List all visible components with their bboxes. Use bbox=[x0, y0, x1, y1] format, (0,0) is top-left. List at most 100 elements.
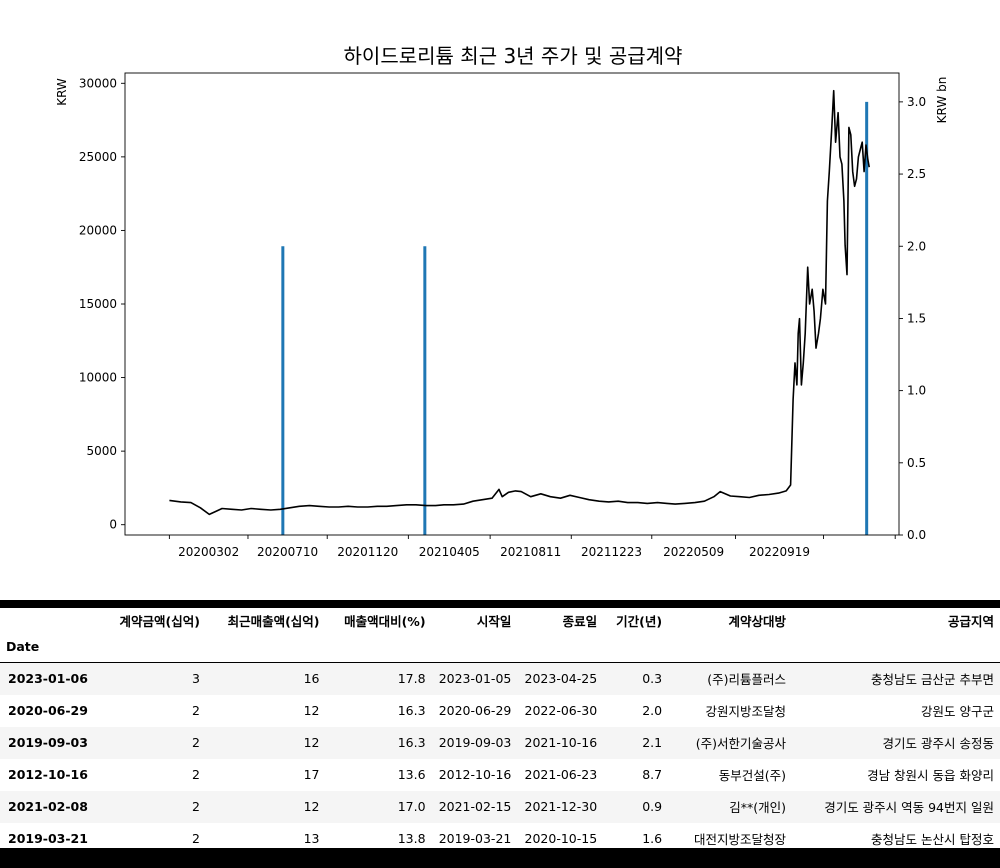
y-left-tick-label: 20000 bbox=[79, 223, 117, 237]
x-tick-label: 20210811 bbox=[500, 545, 561, 559]
row-date: 2020-06-29 bbox=[8, 703, 88, 718]
table-cell: 2021-12-30 bbox=[524, 799, 598, 814]
table-cell: 2023-01-05 bbox=[438, 671, 512, 687]
table-cell: 강원지방조달청 bbox=[705, 704, 786, 719]
table-header-blank bbox=[0, 608, 94, 630]
table-cell: 17 bbox=[303, 767, 320, 782]
y-axis-label-left: KRW bbox=[55, 78, 69, 106]
table-cell: 3 bbox=[191, 671, 200, 687]
table-header-cell: 매출액대비(%) bbox=[344, 613, 426, 629]
chart-title: 하이드로리튬 최근 3년 주가 및 공급계약 bbox=[344, 44, 683, 68]
y-right-tick-label: 0.0 bbox=[907, 528, 926, 542]
table-cell: 17.0 bbox=[397, 799, 426, 814]
row-date: 2019-09-03 bbox=[8, 735, 88, 750]
y-right-tick-label: 1.0 bbox=[907, 384, 926, 398]
table-header-cell: 공급지역 bbox=[947, 613, 994, 629]
table-cell: (주)서한기술공사 bbox=[695, 736, 786, 751]
x-tick-label: 20220509 bbox=[663, 545, 724, 559]
table-row: 2019-03-21 2 13 13.8 2019-03-21 2020-10-15 1.6… bbox=[0, 822, 1000, 848]
table-cell: 김**(개인) bbox=[729, 800, 786, 815]
table-index-spacer bbox=[517, 630, 604, 663]
table-cell: 충청남도 논산시 탑정호 bbox=[871, 832, 994, 847]
table-cell: 13 bbox=[303, 831, 320, 846]
y-axis-label-right: KRW bn bbox=[935, 77, 949, 124]
row-date: 2019-03-21 bbox=[8, 831, 88, 846]
y-left-tick-label: 10000 bbox=[79, 371, 117, 385]
table-index-spacer bbox=[431, 630, 518, 663]
y-right-tick-label: 0.5 bbox=[907, 456, 926, 470]
table-cell: (주)리튬플러스 bbox=[707, 672, 786, 688]
contracts-table-panel: 계약금액(십억) 최근매출액(십억) 매출액대비(%) 시작일 종료일 기간(년) 계약상대… bbox=[0, 608, 1000, 848]
contract-bar bbox=[865, 101, 869, 535]
table-cell: 16.3 bbox=[397, 703, 426, 718]
row-date: 2012-10-16 bbox=[8, 767, 88, 782]
x-tick-label: 20210405 bbox=[419, 545, 480, 559]
table-index-spacer bbox=[668, 630, 792, 663]
contract-bar bbox=[423, 246, 427, 535]
y-left-tick-label: 15000 bbox=[79, 297, 117, 311]
table-cell: 2.0 bbox=[642, 703, 663, 718]
table-index-spacer bbox=[205, 630, 326, 663]
table-cell: 대전지방조달청장 bbox=[693, 832, 786, 847]
table-cell: 2 bbox=[191, 799, 200, 814]
table-header-cell: 시작일 bbox=[476, 613, 512, 629]
table-cell: 2019-03-21 bbox=[438, 831, 512, 846]
table-cell: 0.3 bbox=[642, 671, 663, 687]
x-tick-label: 20220919 bbox=[749, 545, 810, 559]
table-cell: 2020-10-15 bbox=[524, 831, 598, 846]
table-cell: 8.7 bbox=[642, 767, 663, 782]
table-header-row: 계약금액(십억) 최근매출액(십억) 매출액대비(%) 시작일 종료일 기간(년) 계약상대… bbox=[0, 608, 1000, 630]
table-cell: 경기도 광주시 역동 94번지 일원 bbox=[824, 800, 994, 815]
table-cell: 12 bbox=[303, 703, 320, 718]
table-cell: 경기도 광주시 송정동 bbox=[882, 736, 994, 751]
y-right-tick-label: 1.5 bbox=[907, 311, 926, 325]
chart-svg: 0 5000 10000 15000 20000 25000 30000 0.0 0.5 1.0 1… bbox=[55, 44, 949, 559]
table-row: 2023-01-06 3 16 17.8 2023-01-05 2023-04-25 0.3… bbox=[0, 662, 1000, 695]
y-right-tick-label: 2.0 bbox=[907, 239, 926, 253]
table-cell: 2 bbox=[191, 703, 200, 718]
table-index-spacer bbox=[603, 630, 669, 663]
table-header-cell: 최근매출액(십억) bbox=[227, 613, 320, 629]
y-left-tick-label: 30000 bbox=[79, 76, 117, 90]
contract-bar bbox=[281, 246, 285, 535]
table-header-cell: 계약금액(십억) bbox=[119, 613, 200, 629]
table-cell: 0.9 bbox=[642, 799, 663, 814]
y-left-tick-label: 0 bbox=[109, 518, 117, 532]
contract-bars bbox=[281, 101, 869, 535]
table-row: 2020-06-29 2 12 16.3 2020-06-29 2022-06-30 2.0… bbox=[0, 694, 1000, 727]
table-cell: 2020-06-29 bbox=[438, 703, 512, 718]
table-cell: 2022-06-30 bbox=[524, 703, 598, 718]
table-cell: 16 bbox=[303, 671, 320, 687]
contracts-table: 계약금액(십억) 최근매출액(십억) 매출액대비(%) 시작일 종료일 기간(년) 계약상대… bbox=[0, 608, 1000, 848]
table-cell: 동부건설(주) bbox=[718, 768, 786, 783]
axis-ticks: 0 5000 10000 15000 20000 25000 30000 0.0 0.5 1.0 1… bbox=[79, 76, 926, 559]
table-cell: 2 bbox=[191, 831, 200, 846]
table-cell: 12 bbox=[303, 735, 320, 750]
x-tick-label: 20201120 bbox=[337, 545, 398, 559]
table-index-spacer bbox=[93, 630, 206, 663]
table-cell: 1.6 bbox=[642, 831, 663, 846]
table-cell: 2021-10-16 bbox=[524, 735, 598, 750]
x-tick-label: 20200302 bbox=[178, 545, 239, 559]
table-cell: 강원도 양구군 bbox=[921, 704, 994, 719]
table-cell: 2019-09-03 bbox=[438, 735, 512, 750]
table-header-cell: 기간(년) bbox=[616, 613, 663, 629]
table-cell: 13.6 bbox=[397, 767, 426, 782]
table-cell: 12 bbox=[303, 799, 320, 814]
table-header-cell: 종료일 bbox=[562, 613, 598, 629]
table-cell: 2 bbox=[191, 767, 200, 782]
table-cell: 2.1 bbox=[642, 735, 663, 750]
table-header-cell: 계약상대방 bbox=[728, 613, 786, 629]
table-cell: 16.3 bbox=[397, 735, 426, 750]
table-index-spacer bbox=[325, 630, 432, 663]
table-cell: 2 bbox=[191, 735, 200, 750]
table-cell: 2023-04-25 bbox=[524, 671, 598, 687]
table-body: 2023-01-06 3 16 17.8 2023-01-05 2023-04-25 0.3… bbox=[0, 662, 1000, 848]
table-cell: 17.8 bbox=[397, 671, 426, 687]
table-index-row: Date bbox=[0, 630, 1000, 663]
table-cell: 2012-10-16 bbox=[438, 767, 512, 782]
y-right-tick-label: 2.5 bbox=[907, 167, 926, 181]
price-line-layer bbox=[169, 89, 870, 516]
table-index-name: Date bbox=[0, 630, 94, 663]
plot-frame bbox=[124, 72, 900, 536]
